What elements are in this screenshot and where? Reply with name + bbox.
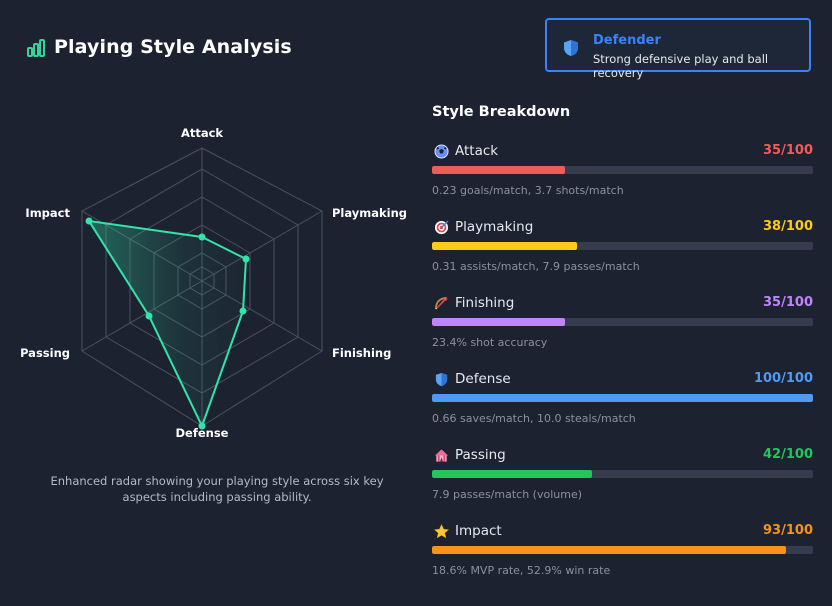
stat-bar-fill — [432, 242, 577, 250]
stat-bar — [432, 546, 813, 554]
stat-score: 35/100 — [763, 295, 813, 310]
radar-point-attack — [198, 233, 206, 241]
shield-icon — [435, 372, 448, 387]
stat-detail: 0.66 saves/match, 10.0 steals/match — [432, 412, 636, 425]
stat-label: Passing — [455, 447, 506, 463]
stat-bar-fill — [432, 546, 787, 554]
stat-bar-fill — [432, 470, 593, 478]
stat-label: Playmaking — [455, 219, 534, 235]
radar-point-passing — [145, 312, 153, 320]
radar-shape — [87, 219, 248, 429]
stat-label: Finishing — [455, 295, 515, 311]
stat-passing: Passing 42/100 7.9 passes/match (volume) — [432, 447, 813, 507]
radar-label-attack: Attack — [181, 126, 223, 140]
stat-score: 38/100 — [763, 219, 813, 234]
stat-detail: 18.6% MVP rate, 52.9% win rate — [432, 564, 611, 577]
stat-detail: 7.9 passes/match (volume) — [432, 488, 582, 501]
stat-defense: Defense 100/100 0.66 saves/match, 10.0 s… — [432, 371, 813, 431]
stat-playmaking: Playmaking 38/100 0.31 assists/match, 7.… — [432, 219, 813, 279]
stat-bar — [432, 166, 813, 174]
badge-title: Defender — [593, 33, 661, 48]
stat-attack: Attack 35/100 0.23 goals/match, 3.7 shot… — [432, 143, 813, 203]
bow-arrow-icon — [435, 297, 448, 310]
radar-point-playmaking — [242, 255, 250, 263]
stat-score: 93/100 — [763, 523, 813, 538]
radar-caption: Enhanced radar showing your playing styl… — [50, 474, 384, 504]
radar-point-finishing — [239, 307, 247, 315]
bar-chart-icon — [27, 39, 45, 57]
radar-chart: Attack Playmaking Finishing Defense Pass… — [20, 126, 407, 440]
star-icon — [434, 524, 449, 539]
soccer-ball-icon — [434, 144, 449, 159]
stat-bar — [432, 242, 813, 250]
stat-detail: 0.31 assists/match, 7.9 passes/match — [432, 260, 640, 273]
stat-label: Impact — [455, 523, 502, 539]
radar-point-defense — [198, 422, 206, 430]
stat-label: Defense — [455, 371, 511, 387]
stat-impact: Impact 93/100 18.6% MVP rate, 52.9% win … — [432, 523, 813, 583]
style-badge: Defender Strong defensive play and ball … — [545, 18, 811, 80]
radar-label-defense: Defense — [176, 426, 229, 440]
target-icon — [434, 220, 449, 235]
radar-label-playmaking: Playmaking — [332, 206, 407, 220]
stat-bar-fill — [432, 166, 566, 174]
radar-point-impact — [85, 217, 93, 225]
stat-bar-fill — [432, 318, 566, 326]
stat-label: Attack — [455, 143, 499, 159]
stat-bar — [432, 394, 813, 402]
radar-label-finishing: Finishing — [332, 346, 391, 360]
stat-score: 35/100 — [763, 143, 813, 158]
stat-finishing: Finishing 35/100 23.4% shot accuracy — [432, 295, 813, 355]
breakdown-title: Style Breakdown — [432, 104, 571, 120]
stat-bar-fill — [432, 394, 813, 402]
stat-score: 100/100 — [753, 371, 813, 386]
circus-tent-icon — [434, 449, 449, 462]
stat-detail: 23.4% shot accuracy — [432, 336, 548, 349]
stat-bar — [432, 318, 813, 326]
badge-description: Strong defensive play and ball recovery — [593, 52, 769, 80]
stat-detail: 0.23 goals/match, 3.7 shots/match — [432, 184, 624, 197]
page-title: Playing Style Analysis — [54, 36, 292, 58]
shield-icon — [564, 40, 578, 56]
stat-bar — [432, 470, 813, 478]
radar-label-impact: Impact — [25, 206, 70, 220]
stat-score: 42/100 — [763, 447, 813, 462]
radar-label-passing: Passing — [20, 346, 70, 360]
